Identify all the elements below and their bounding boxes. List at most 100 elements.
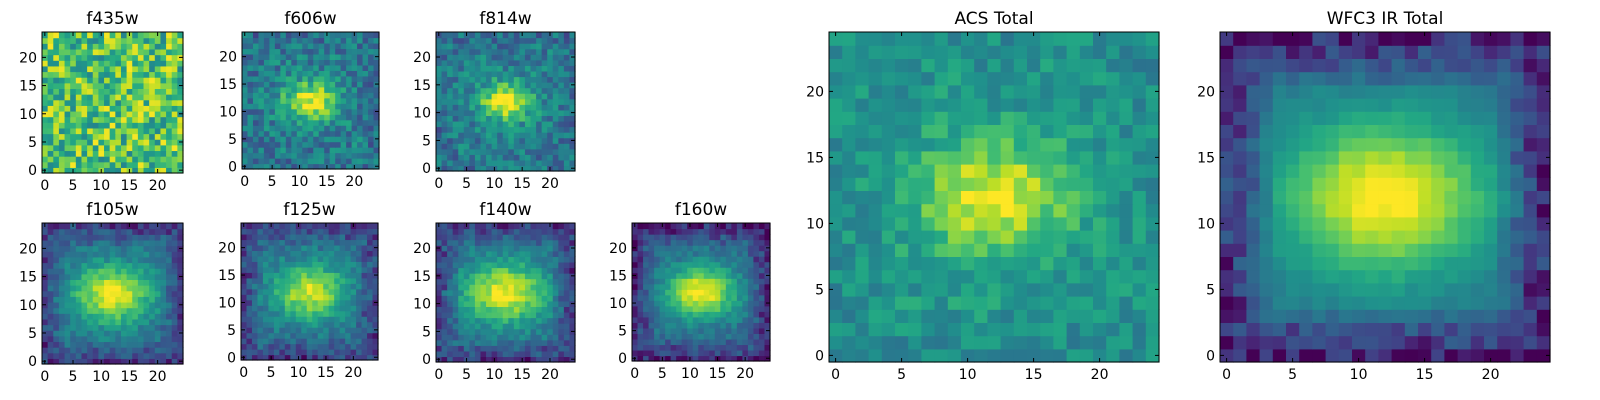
heatmap-cell xyxy=(1053,322,1068,337)
heatmap-cell xyxy=(458,54,465,61)
heatmap-cell xyxy=(829,335,843,350)
heatmap-cell xyxy=(317,244,324,251)
heatmap-cell xyxy=(373,158,380,165)
heatmap-cell xyxy=(692,256,699,263)
heatmap-cell xyxy=(474,311,482,319)
heatmap-cell xyxy=(53,127,60,135)
heatmap-cell xyxy=(328,305,335,312)
heatmap-cell xyxy=(137,133,145,140)
heatmap-cell xyxy=(284,244,291,251)
heatmap-cell xyxy=(547,70,554,78)
heatmap-cell xyxy=(47,296,54,303)
heatmap-cell xyxy=(47,116,54,123)
heatmap-cell xyxy=(480,356,487,363)
heatmap-cell xyxy=(171,94,178,101)
heatmap-cell xyxy=(242,92,249,99)
heatmap-cell xyxy=(676,239,683,246)
heatmap-cell xyxy=(160,32,167,39)
heatmap-cell xyxy=(513,120,520,128)
x-tick-label: 0 xyxy=(240,174,249,190)
heatmap-cell xyxy=(166,234,173,241)
heatmap-cell xyxy=(491,306,498,313)
heatmap-cell xyxy=(665,333,672,340)
heatmap-cell xyxy=(368,32,375,39)
heatmap-cell xyxy=(284,310,291,317)
heatmap-cell xyxy=(731,272,738,279)
heatmap-cell xyxy=(53,256,60,264)
heatmap-cell xyxy=(143,268,150,275)
heatmap-cell xyxy=(547,87,554,94)
heatmap-cell xyxy=(143,167,150,174)
heatmap-cell xyxy=(491,98,498,105)
heatmap-cell xyxy=(1079,230,1094,244)
heatmap-cell xyxy=(242,37,249,44)
heatmap-cell xyxy=(486,339,493,346)
heatmap-cell xyxy=(120,296,128,303)
heatmap-cell xyxy=(302,136,309,143)
heatmap-cell xyxy=(921,177,936,191)
heatmap-cell xyxy=(881,296,896,310)
heatmap-cell xyxy=(324,119,331,126)
heatmap-cell xyxy=(474,250,482,257)
heatmap-cell xyxy=(350,310,357,317)
heatmap-cell xyxy=(921,256,936,271)
heatmap-cell xyxy=(301,332,308,339)
heatmap-cell xyxy=(764,250,771,257)
heatmap-cell xyxy=(563,132,571,139)
heatmap-cell xyxy=(486,126,493,133)
heatmap-cell xyxy=(367,261,374,268)
heatmap-cell xyxy=(486,295,493,302)
heatmap-cell xyxy=(547,278,554,285)
heatmap-cell xyxy=(42,60,49,67)
heatmap-cell xyxy=(1079,282,1094,297)
heatmap-cell xyxy=(252,136,260,143)
heatmap-cell xyxy=(290,283,297,290)
heatmap-cell xyxy=(547,334,554,341)
heatmap-cell xyxy=(508,32,515,39)
heatmap-cell xyxy=(362,141,369,148)
heatmap-cell xyxy=(670,300,677,307)
heatmap-cell xyxy=(842,230,856,244)
heatmap-cell xyxy=(302,92,309,99)
heatmap-cell xyxy=(731,239,738,246)
heatmap-cell xyxy=(274,108,281,115)
heatmap-cell xyxy=(132,48,139,56)
heatmap-cell xyxy=(274,32,281,39)
heatmap-cell xyxy=(452,159,459,167)
heatmap-cell xyxy=(166,48,173,56)
heatmap-cell xyxy=(947,164,962,178)
heatmap-cell xyxy=(247,152,254,159)
heatmap-cell xyxy=(87,161,94,168)
heatmap-cell xyxy=(246,338,253,345)
heatmap-cell xyxy=(70,234,77,241)
heatmap-cell xyxy=(908,177,922,191)
heatmap-cell xyxy=(563,328,571,335)
heatmap-cell xyxy=(334,310,341,317)
heatmap-cell xyxy=(70,307,77,314)
heatmap-cell xyxy=(502,306,509,313)
heatmap-cell xyxy=(160,239,167,247)
heatmap-cell xyxy=(842,256,856,271)
heatmap-cell xyxy=(81,262,88,269)
heatmap-cell xyxy=(530,154,537,161)
heatmap-cell xyxy=(53,110,60,118)
heatmap-cell xyxy=(643,355,650,362)
heatmap-cell xyxy=(356,327,363,334)
heatmap-cell xyxy=(513,126,520,133)
heatmap-cell xyxy=(1066,216,1081,231)
heatmap-cell xyxy=(313,136,320,143)
heatmap-cell xyxy=(301,305,308,312)
heatmap-cell xyxy=(665,250,672,257)
heatmap-cell xyxy=(908,203,922,218)
heatmap-cell xyxy=(109,156,116,163)
heatmap-cell xyxy=(92,88,99,95)
heatmap-cell xyxy=(126,144,133,152)
y-tick-label: 15 xyxy=(19,79,37,95)
heatmap-cell xyxy=(1106,296,1120,310)
heatmap-cell xyxy=(569,93,576,100)
heatmap-cell xyxy=(58,256,66,264)
heatmap-cell xyxy=(502,323,509,330)
heatmap-cell xyxy=(868,216,883,231)
heatmap-cell xyxy=(334,288,341,295)
heatmap-cell xyxy=(328,266,335,273)
